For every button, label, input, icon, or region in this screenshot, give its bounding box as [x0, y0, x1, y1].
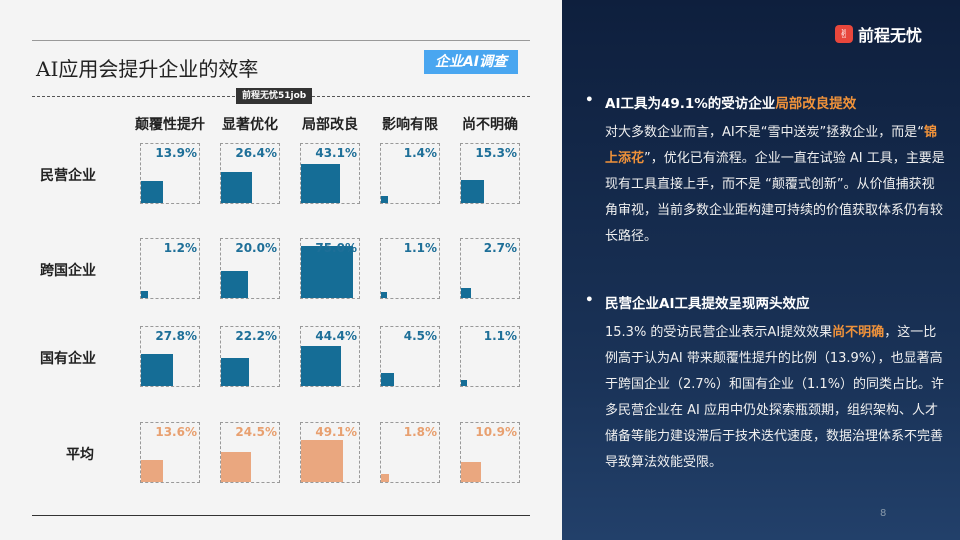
value-label: 20.0% — [235, 241, 277, 255]
matrix-cell: 13.9% — [140, 143, 200, 204]
value-label: 2.7% — [483, 241, 517, 255]
insight-2: 民营企业AI工具提效呈现两头效应 15.3% 的受访民营企业表示AI提效效果尚不… — [585, 292, 945, 476]
value-label: 4.5% — [403, 329, 437, 343]
value-square — [301, 163, 341, 203]
row-header: 跨国企业 — [40, 263, 96, 279]
matrix-cell: 75.0% — [300, 238, 360, 299]
column-header: 显著优化 — [222, 117, 278, 133]
value-square — [141, 180, 164, 203]
matrix-cell: 13.6% — [140, 422, 200, 483]
matrix-cell: 2.7% — [460, 238, 520, 299]
column-header: 颠覆性提升 — [135, 117, 205, 133]
value-square — [381, 473, 390, 482]
matrix-cell: 44.4% — [300, 326, 360, 387]
matrix-cell: 1.8% — [380, 422, 440, 483]
matrix-cell: 1.1% — [380, 238, 440, 299]
value-square — [461, 462, 481, 482]
value-label: 75.0% — [315, 241, 357, 255]
value-label: 13.9% — [155, 146, 197, 160]
value-label: 10.9% — [475, 425, 517, 439]
matrix-cell: 26.4% — [220, 143, 280, 204]
value-label: 26.4% — [235, 146, 277, 160]
bottom-rule — [32, 515, 530, 516]
matrix-cell: 20.0% — [220, 238, 280, 299]
top-rule — [32, 40, 530, 41]
value-label: 15.3% — [475, 146, 517, 160]
matrix-cell: 24.5% — [220, 422, 280, 483]
value-label: 49.1% — [315, 425, 357, 439]
matrix-cell: 43.1% — [300, 143, 360, 204]
value-square — [141, 354, 173, 386]
value-label: 44.4% — [315, 329, 357, 343]
value-square — [301, 439, 344, 482]
page-title: AI应用会提升企业的效率 — [36, 57, 259, 81]
column-header: 影响有限 — [382, 117, 438, 133]
insight-panel — [562, 0, 960, 540]
value-square — [141, 291, 148, 298]
value-label: 24.5% — [235, 425, 277, 439]
value-square — [141, 459, 164, 482]
brand-logo: ✌ 前程无忧 — [835, 22, 922, 46]
survey-badge: 企业AI调查 — [424, 50, 518, 74]
row-header: 平均 — [66, 447, 94, 463]
value-square — [221, 271, 248, 298]
matrix-cell: 1.1% — [460, 326, 520, 387]
matrix-cell: 15.3% — [460, 143, 520, 204]
value-square — [221, 357, 250, 386]
value-label: 1.8% — [403, 425, 437, 439]
matrix-cell: 49.1% — [300, 422, 360, 483]
51job-logo-icon: ✌ — [835, 25, 853, 43]
value-square — [461, 288, 471, 298]
column-header: 尚不明确 — [462, 117, 518, 133]
value-square — [301, 246, 353, 298]
value-label: 1.4% — [403, 146, 437, 160]
value-square — [221, 172, 252, 203]
row-header: 国有企业 — [40, 351, 96, 367]
value-label: 1.1% — [403, 241, 437, 255]
value-label: 1.2% — [163, 241, 197, 255]
column-header: 局部改良 — [302, 117, 358, 133]
value-square — [381, 291, 388, 298]
matrix-cell: 10.9% — [460, 422, 520, 483]
value-square — [461, 179, 485, 203]
matrix-cell: 22.2% — [220, 326, 280, 387]
page-number: 8 — [880, 508, 887, 519]
value-label: 27.8% — [155, 329, 197, 343]
value-label: 22.2% — [235, 329, 277, 343]
row-header: 民营企业 — [40, 168, 96, 184]
value-square — [221, 452, 251, 482]
source-tag: 前程无忧51job — [236, 88, 313, 104]
value-square — [381, 195, 389, 203]
value-label: 43.1% — [315, 146, 357, 160]
value-square — [381, 373, 394, 386]
value-label: 13.6% — [155, 425, 197, 439]
matrix-cell: 1.2% — [140, 238, 200, 299]
value-square — [301, 346, 341, 386]
matrix-cell: 1.4% — [380, 143, 440, 204]
matrix-cell: 27.8% — [140, 326, 200, 387]
value-square — [461, 379, 468, 386]
matrix-cell: 4.5% — [380, 326, 440, 387]
value-label: 1.1% — [483, 329, 517, 343]
insight-1: AI工具为49.1%的受访企业局部改良提效 对大多数企业而言，AI不是“雪中送炭… — [585, 92, 945, 250]
